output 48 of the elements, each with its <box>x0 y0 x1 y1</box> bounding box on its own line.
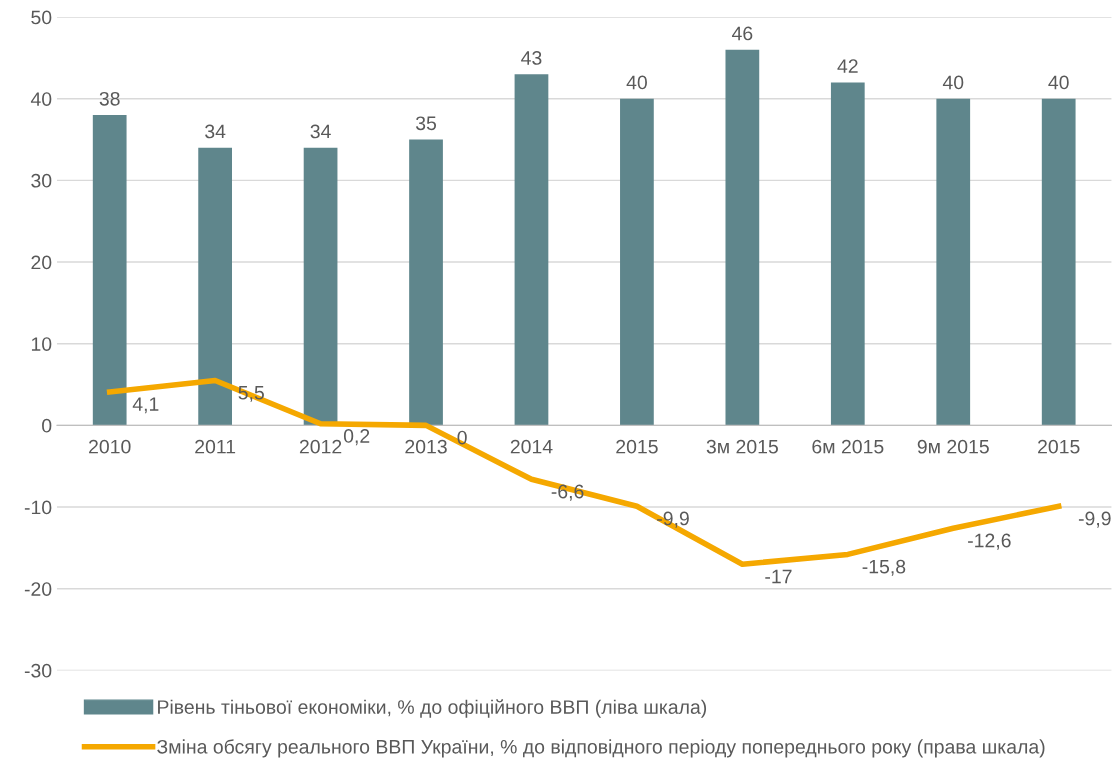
y-tick-label: 30 <box>31 173 52 188</box>
data-label: 0,2 <box>343 429 370 446</box>
data-label: -17 <box>765 569 792 584</box>
data-label: 46 <box>731 26 753 41</box>
data-label: 40 <box>1048 75 1069 90</box>
x-tick-label: 9м 2015 <box>917 439 989 454</box>
legend-label: Зміна обсягу реального ВВП України, % до відповідного періоду попереднього року (права шкала) <box>157 739 1045 758</box>
data-label: 4,1 <box>132 397 159 414</box>
x-tick-label: 2011 <box>195 439 236 454</box>
data-label: -15,8 <box>862 559 906 576</box>
bar <box>198 147 233 426</box>
x-tick-label: 2014 <box>510 439 553 454</box>
bar <box>92 115 127 426</box>
data-label: 38 <box>99 91 120 106</box>
y-tick-label: 40 <box>30 92 52 106</box>
data-label: 40 <box>942 75 964 90</box>
x-tick-label: 3м 2015 <box>706 439 778 454</box>
bar <box>725 49 760 426</box>
bar <box>303 147 338 426</box>
bar <box>514 74 549 426</box>
x-tick-label: 2015 <box>616 439 658 454</box>
data-label: 40 <box>626 75 647 90</box>
x-tick-label: 2015 <box>1038 439 1080 454</box>
data-label: 42 <box>837 59 858 73</box>
data-label: 34 <box>205 124 226 139</box>
data-label: 35 <box>415 116 437 131</box>
bar <box>409 139 443 426</box>
y-tick-label: 10 <box>31 337 52 351</box>
bar <box>936 98 971 426</box>
y-tick-label: -20 <box>24 582 52 596</box>
x-tick-label: 2010 <box>89 439 131 454</box>
y-tick-label: -30 <box>24 663 52 678</box>
y-tick-label: 0 <box>42 418 52 433</box>
x-tick-label: 6м 2015 <box>812 439 884 454</box>
x-tick-label: 2012 <box>299 439 342 454</box>
data-label: 5,5 <box>238 386 264 402</box>
data-label: 43 <box>521 51 542 65</box>
data-label: -9,9 <box>1078 511 1111 528</box>
data-label: 34 <box>310 124 331 139</box>
data-label: -12,6 <box>968 533 1011 550</box>
y-tick-label: 50 <box>31 10 52 25</box>
y-tick-label: 20 <box>31 255 52 270</box>
legend-label: Рівень тіньової економіки, % до офіційного ВВП (ліва шкала) <box>158 699 707 718</box>
bar <box>830 82 865 426</box>
bar <box>620 98 654 426</box>
bar <box>1041 98 1076 426</box>
x-tick-label: 2013 <box>405 439 447 454</box>
y-tick-label: -10 <box>24 500 52 515</box>
